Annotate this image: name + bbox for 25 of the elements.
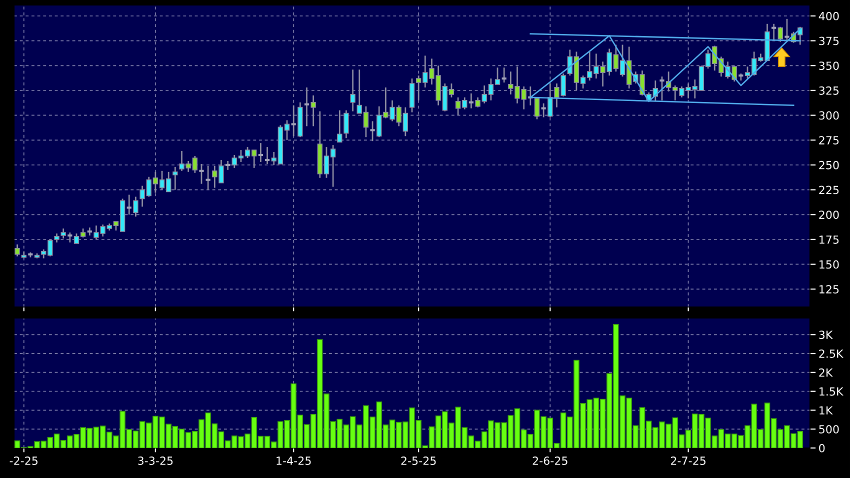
y-tick-label: 2.5K — [819, 350, 844, 358]
y-tick-label: 350 — [819, 62, 839, 70]
x-tick-label: -2-25 — [10, 456, 38, 465]
y-tick-label: 0 — [819, 444, 825, 452]
x-tick-label: 3-3-25 — [138, 456, 173, 465]
y-tick-label: 500 — [819, 425, 839, 434]
y-tick-label: 325 — [819, 86, 839, 95]
y-tick-label: 300 — [819, 111, 839, 120]
y-tick-label: 225 — [819, 186, 839, 194]
y-tick-label: 1K — [820, 406, 833, 414]
y-tick-label: 125 — [820, 285, 839, 294]
y-tick-label: 400 — [818, 12, 839, 20]
y-tick-label: 275 — [819, 136, 839, 144]
x-tick-label: 2-6-25 — [532, 456, 568, 465]
x-tick-label: 1-4-25 — [276, 456, 311, 465]
y-tick-label: 1.5K — [820, 387, 844, 396]
y-tick-label: 150 — [820, 260, 839, 269]
y-tick-label: 200 — [819, 210, 839, 219]
y-tick-label: 375 — [819, 36, 839, 46]
x-tick-label: 2-5-25 — [401, 456, 436, 465]
y-tick-label: 250 — [819, 160, 839, 170]
y-tick-label: 3K — [819, 330, 833, 340]
y-tick-label: 2K — [819, 368, 833, 377]
y-tick-label: 175 — [820, 236, 839, 244]
x-tick-label: 2-7-25 — [670, 456, 706, 465]
